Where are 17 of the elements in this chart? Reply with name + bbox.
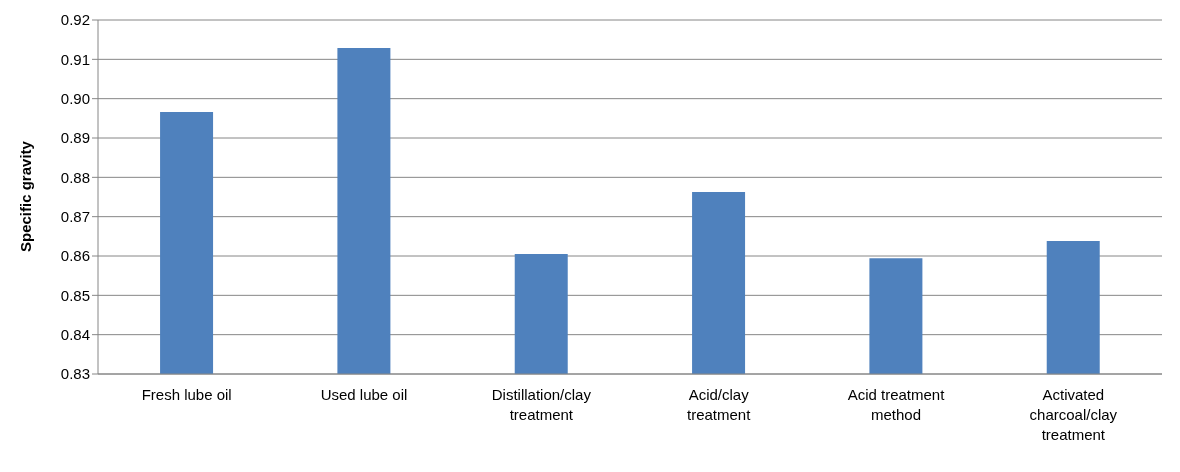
y-tick-label: 0.92: [60, 11, 90, 29]
y-tick-label: 0.86: [60, 247, 90, 265]
x-tick-label: Fresh lube oil: [141, 386, 232, 403]
y-tick-label: 0.83: [60, 365, 90, 383]
y-tick-label: 0.89: [60, 129, 90, 147]
y-tick-label: 0.87: [60, 207, 90, 225]
x-tick-label: Distillation/clay treatment: [491, 386, 592, 423]
x-tick-label: Acid treatment method: [847, 386, 946, 423]
x-tick-label: Used lube oil: [320, 386, 408, 403]
y-tick-label: 0.88: [60, 168, 90, 186]
x-tick-label: Activated charcoal/clay treatment: [1029, 386, 1118, 443]
y-tick-label: 0.90: [60, 89, 90, 107]
x-tick-label: Acid/clay treatment: [686, 386, 752, 423]
y-tick-label: 0.85: [60, 286, 90, 304]
y-tick-label: 0.91: [60, 50, 90, 68]
y-axis-title: Specific gravity: [17, 140, 35, 252]
y-tick-label: 0.84: [60, 325, 90, 343]
